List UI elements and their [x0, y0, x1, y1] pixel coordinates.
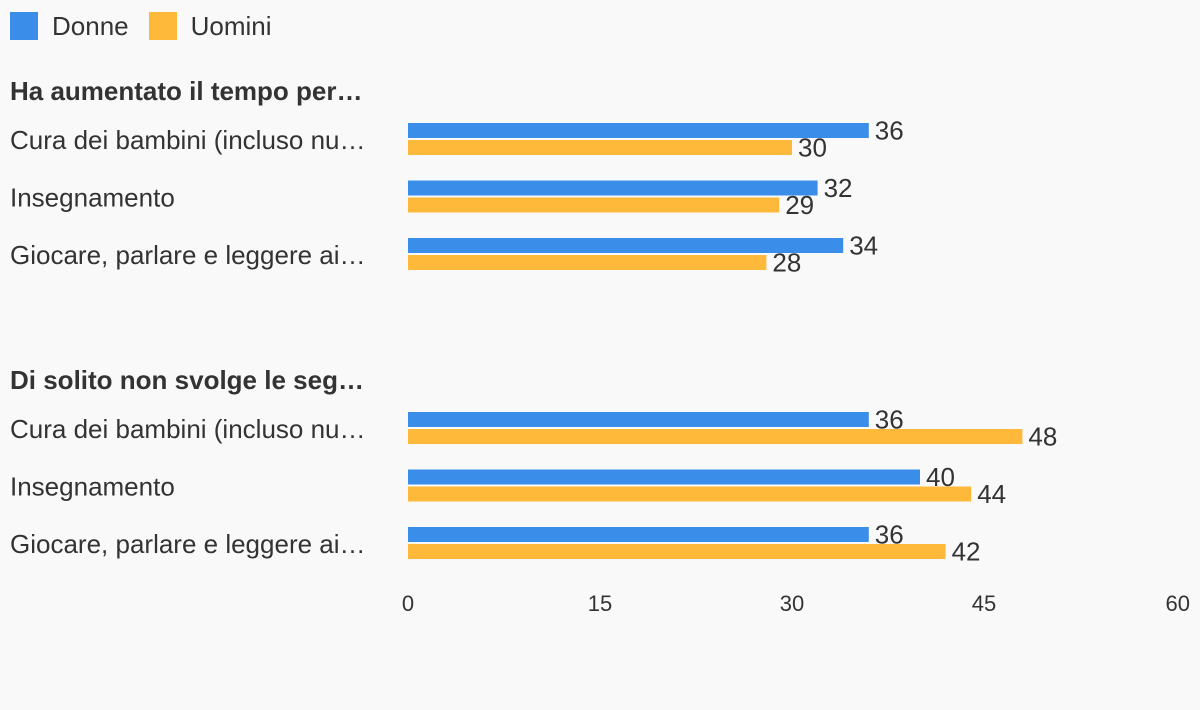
- bar-uomini: [408, 197, 780, 213]
- value-label: 42: [952, 537, 981, 567]
- group-title: Di solito non svolge le seg…: [10, 365, 364, 395]
- x-tick-label: 45: [972, 591, 996, 616]
- value-label: 36: [875, 116, 904, 146]
- legend: Donne Uomini: [10, 8, 292, 44]
- bar-uomini: [408, 140, 792, 155]
- legend-label-uomini: Uomini: [190, 11, 272, 41]
- bar-uomini: [408, 429, 1023, 444]
- value-label: 30: [798, 133, 827, 163]
- legend-item-donne[interactable]: Donne: [10, 8, 129, 44]
- bar-donne: [408, 527, 869, 542]
- category-label: Cura dei bambini (incluso nu…: [10, 414, 366, 444]
- bar-donne: [408, 469, 920, 485]
- bar-uomini: [408, 255, 767, 270]
- value-label: 32: [824, 173, 853, 203]
- legend-swatch-donne: [10, 12, 38, 40]
- category-label: Giocare, parlare e leggere ai…: [10, 529, 366, 559]
- value-label: 29: [785, 190, 814, 220]
- legend-label-donne: Donne: [52, 11, 129, 41]
- bar-uomini: [408, 486, 972, 502]
- bar-donne: [408, 412, 869, 427]
- bar-donne: [408, 123, 869, 138]
- category-label: Giocare, parlare e leggere ai…: [10, 240, 366, 270]
- legend-item-uomini[interactable]: Uomini: [148, 8, 272, 44]
- group-title: Ha aumentato il tempo per…: [10, 76, 363, 106]
- x-tick-label: 15: [588, 591, 612, 616]
- legend-swatch-uomini: [148, 12, 177, 40]
- value-label: 48: [1028, 422, 1057, 452]
- x-tick-label: 0: [402, 591, 414, 616]
- category-label: Insegnamento: [10, 472, 175, 502]
- bar-donne: [408, 180, 818, 196]
- category-label: Cura dei bambini (incluso nu…: [10, 125, 366, 155]
- x-tick-label: 60: [1166, 591, 1190, 616]
- value-label: 34: [849, 231, 878, 261]
- value-label: 28: [772, 248, 801, 278]
- bar-donne: [408, 238, 844, 253]
- value-label: 44: [977, 479, 1006, 509]
- bar-uomini: [408, 544, 946, 559]
- category-label: Insegnamento: [10, 183, 175, 213]
- x-tick-label: 30: [780, 591, 804, 616]
